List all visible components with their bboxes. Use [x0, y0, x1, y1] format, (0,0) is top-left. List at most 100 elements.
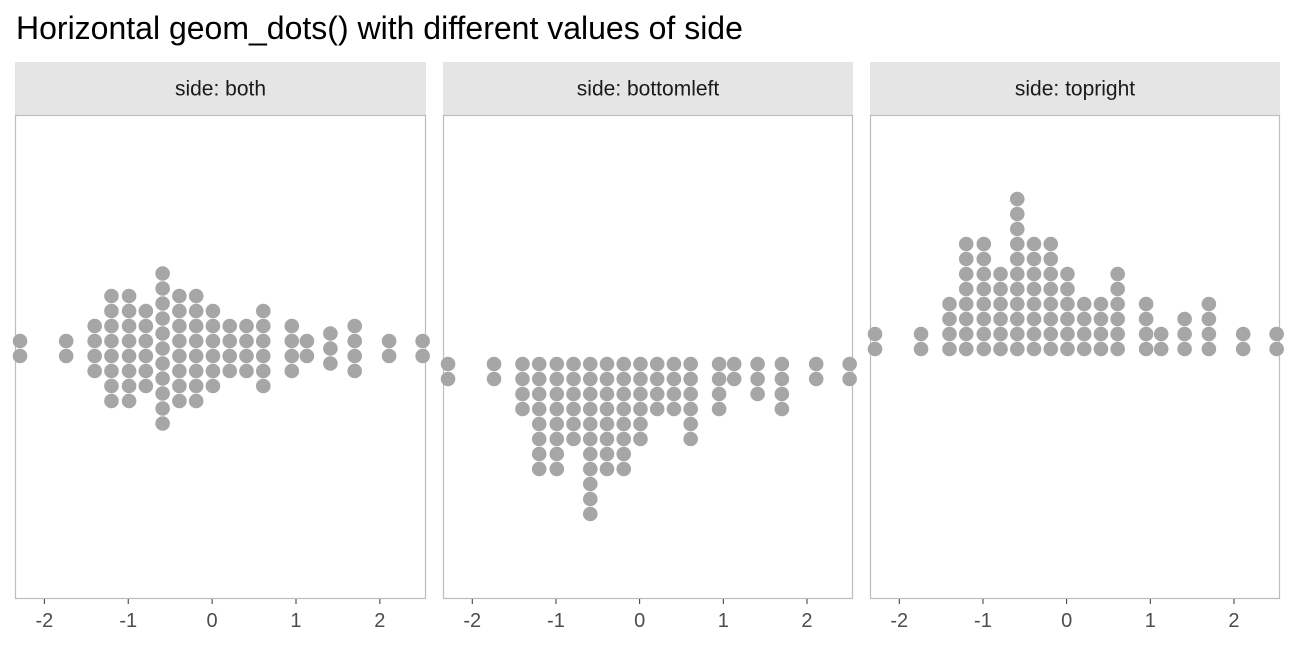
- data-point: [1043, 266, 1059, 282]
- data-point: [188, 318, 204, 334]
- data-point: [666, 401, 682, 417]
- data-point: [711, 401, 727, 417]
- facet-strip-label: side: both: [175, 78, 266, 101]
- data-point: [616, 446, 632, 462]
- data-point: [415, 333, 430, 349]
- data-point: [599, 461, 615, 477]
- data-point: [188, 393, 204, 409]
- x-tick-label: 2: [801, 610, 812, 632]
- data-point: [188, 333, 204, 349]
- data-point: [531, 416, 547, 432]
- data-point: [284, 348, 300, 364]
- data-point: [867, 326, 883, 342]
- data-point: [205, 333, 221, 349]
- data-point: [976, 326, 992, 342]
- x-tick-label: 0: [1061, 610, 1072, 632]
- data-point: [284, 333, 300, 349]
- data-point: [1060, 266, 1075, 282]
- data-point: [633, 416, 648, 432]
- data-point: [958, 326, 974, 342]
- x-tick-label: 2: [374, 610, 385, 632]
- data-point: [566, 401, 581, 417]
- x-tick-label: 1: [718, 610, 729, 632]
- data-point: [958, 281, 974, 297]
- data-point: [138, 348, 154, 364]
- data-point: [104, 363, 119, 379]
- data-point: [616, 431, 632, 447]
- data-point: [582, 416, 598, 432]
- data-point: [566, 386, 581, 402]
- data-point: [842, 356, 857, 372]
- data-point: [1026, 311, 1042, 327]
- data-point: [172, 348, 187, 364]
- data-point: [566, 371, 581, 387]
- data-point: [1076, 341, 1092, 357]
- data-point: [1060, 341, 1075, 357]
- data-point: [381, 333, 397, 349]
- data-point: [942, 296, 957, 312]
- data-point: [188, 348, 204, 364]
- data-point: [616, 416, 632, 432]
- data-point: [381, 348, 397, 364]
- data-point: [515, 371, 530, 387]
- data-point: [683, 356, 698, 372]
- data-point: [976, 281, 992, 297]
- data-point: [172, 333, 187, 349]
- data-point: [138, 333, 154, 349]
- data-point: [549, 416, 565, 432]
- data-point: [633, 401, 648, 417]
- data-point: [566, 416, 581, 432]
- facet-strip: [870, 62, 1280, 115]
- data-point: [649, 386, 665, 402]
- data-point: [683, 416, 698, 432]
- data-point: [155, 416, 170, 431]
- x-tick-label: 2: [1228, 610, 1239, 632]
- data-point: [566, 431, 581, 447]
- data-point: [531, 371, 547, 387]
- data-point: [255, 363, 271, 379]
- data-point: [1009, 191, 1025, 207]
- data-point: [1043, 296, 1059, 312]
- data-point: [155, 371, 170, 386]
- data-point: [666, 371, 682, 387]
- data-point: [649, 401, 665, 417]
- data-point: [1177, 326, 1192, 342]
- data-point: [1138, 311, 1154, 327]
- x-tick-label: -1: [119, 610, 137, 632]
- facet-strip-label: side: topright: [1015, 78, 1135, 101]
- data-point: [58, 333, 74, 349]
- data-point: [1201, 326, 1217, 342]
- data-point: [1043, 236, 1059, 252]
- data-point: [172, 318, 187, 334]
- data-point: [976, 251, 992, 267]
- data-point: [205, 363, 221, 379]
- data-point: [255, 333, 271, 349]
- data-point: [188, 378, 204, 394]
- data-point: [121, 318, 137, 334]
- data-point: [958, 236, 974, 252]
- data-point: [1026, 236, 1042, 252]
- data-point: [1043, 281, 1059, 297]
- data-point: [172, 393, 187, 409]
- data-point: [138, 378, 154, 394]
- data-point: [750, 386, 765, 402]
- data-point: [104, 393, 119, 409]
- data-point: [205, 348, 221, 364]
- data-point: [842, 371, 857, 387]
- data-point: [633, 356, 648, 372]
- data-point: [582, 491, 598, 507]
- data-point: [976, 296, 992, 312]
- data-point: [1201, 311, 1217, 327]
- facet-panel-topright: side: topright -2 -1 0 1 2: [867, 62, 1284, 632]
- data-point: [582, 461, 598, 477]
- data-point: [155, 266, 170, 281]
- data-point: [1026, 341, 1042, 357]
- data-point: [104, 303, 119, 319]
- data-point: [942, 326, 957, 342]
- data-point: [255, 378, 271, 394]
- data-point: [993, 311, 1008, 327]
- data-point: [188, 363, 204, 379]
- data-point: [582, 356, 598, 372]
- data-point: [549, 461, 565, 477]
